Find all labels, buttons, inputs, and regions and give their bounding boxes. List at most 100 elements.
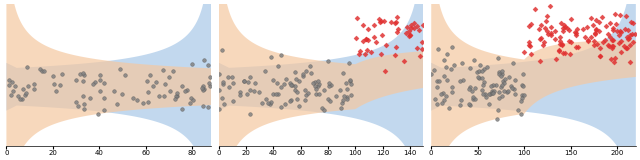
Point	[572, 28, 582, 30]
Point	[390, 54, 400, 57]
Point	[235, 91, 245, 93]
Point	[275, 54, 285, 56]
Point	[257, 102, 268, 104]
Point	[260, 70, 270, 73]
Point	[458, 78, 468, 81]
Point	[51, 90, 61, 92]
Point	[550, 38, 561, 41]
Point	[554, 48, 564, 51]
Point	[484, 93, 494, 96]
Point	[358, 40, 369, 42]
Point	[308, 81, 318, 84]
Point	[557, 43, 567, 45]
Point	[75, 73, 85, 75]
Point	[205, 85, 215, 88]
Point	[481, 96, 492, 99]
Point	[79, 108, 90, 111]
Point	[455, 104, 465, 107]
Point	[616, 31, 627, 33]
Point	[435, 92, 445, 95]
Point	[275, 86, 285, 88]
Point	[559, 24, 569, 26]
Point	[564, 40, 574, 42]
Point	[526, 23, 536, 25]
Point	[495, 86, 506, 88]
Point	[616, 51, 627, 53]
Point	[566, 18, 576, 21]
Point	[605, 22, 615, 24]
Point	[346, 83, 356, 86]
Point	[602, 43, 612, 46]
Point	[456, 99, 467, 102]
Point	[605, 36, 615, 39]
Point	[196, 87, 207, 90]
Point	[430, 97, 440, 100]
Point	[484, 102, 494, 105]
Point	[294, 105, 305, 107]
Point	[10, 84, 20, 87]
Point	[546, 26, 556, 28]
Point	[310, 85, 320, 87]
Point	[150, 81, 161, 84]
Point	[361, 37, 371, 40]
Point	[625, 44, 635, 46]
Point	[447, 46, 457, 48]
Point	[380, 20, 390, 22]
Point	[261, 98, 271, 100]
Point	[434, 80, 444, 82]
Point	[487, 90, 497, 93]
Point	[478, 83, 488, 86]
Point	[547, 34, 557, 37]
Point	[589, 40, 599, 42]
Point	[525, 45, 535, 47]
Point	[362, 38, 372, 41]
Point	[620, 28, 630, 31]
Point	[239, 80, 249, 82]
Point	[314, 82, 324, 85]
Point	[439, 59, 449, 61]
Point	[223, 76, 233, 78]
Point	[21, 92, 31, 94]
Point	[497, 84, 508, 86]
Point	[323, 82, 333, 85]
Point	[563, 27, 573, 30]
Point	[621, 47, 631, 50]
Point	[300, 89, 310, 91]
Point	[543, 32, 554, 35]
Point	[292, 98, 302, 101]
Point	[180, 90, 191, 93]
Point	[497, 95, 508, 98]
Point	[594, 21, 604, 24]
Point	[510, 93, 520, 95]
Point	[517, 97, 527, 99]
Point	[608, 39, 618, 41]
Point	[625, 61, 635, 64]
Point	[218, 81, 228, 84]
Point	[620, 14, 630, 17]
Point	[540, 20, 550, 22]
Point	[187, 63, 197, 65]
Point	[242, 92, 252, 95]
Point	[608, 28, 618, 31]
Point	[586, 35, 596, 38]
Point	[199, 59, 209, 61]
Point	[159, 95, 170, 98]
Point	[518, 72, 529, 75]
Point	[590, 31, 600, 34]
Point	[334, 89, 344, 92]
Point	[502, 90, 513, 92]
Point	[517, 94, 527, 97]
Point	[339, 95, 349, 97]
Point	[559, 26, 570, 28]
Point	[417, 41, 427, 44]
Point	[494, 91, 504, 93]
Point	[250, 82, 260, 85]
Point	[227, 76, 237, 79]
Point	[589, 33, 600, 35]
Point	[71, 101, 81, 103]
Point	[442, 52, 452, 55]
Point	[432, 102, 442, 105]
Point	[536, 37, 546, 39]
Point	[338, 99, 348, 102]
Point	[620, 45, 630, 48]
